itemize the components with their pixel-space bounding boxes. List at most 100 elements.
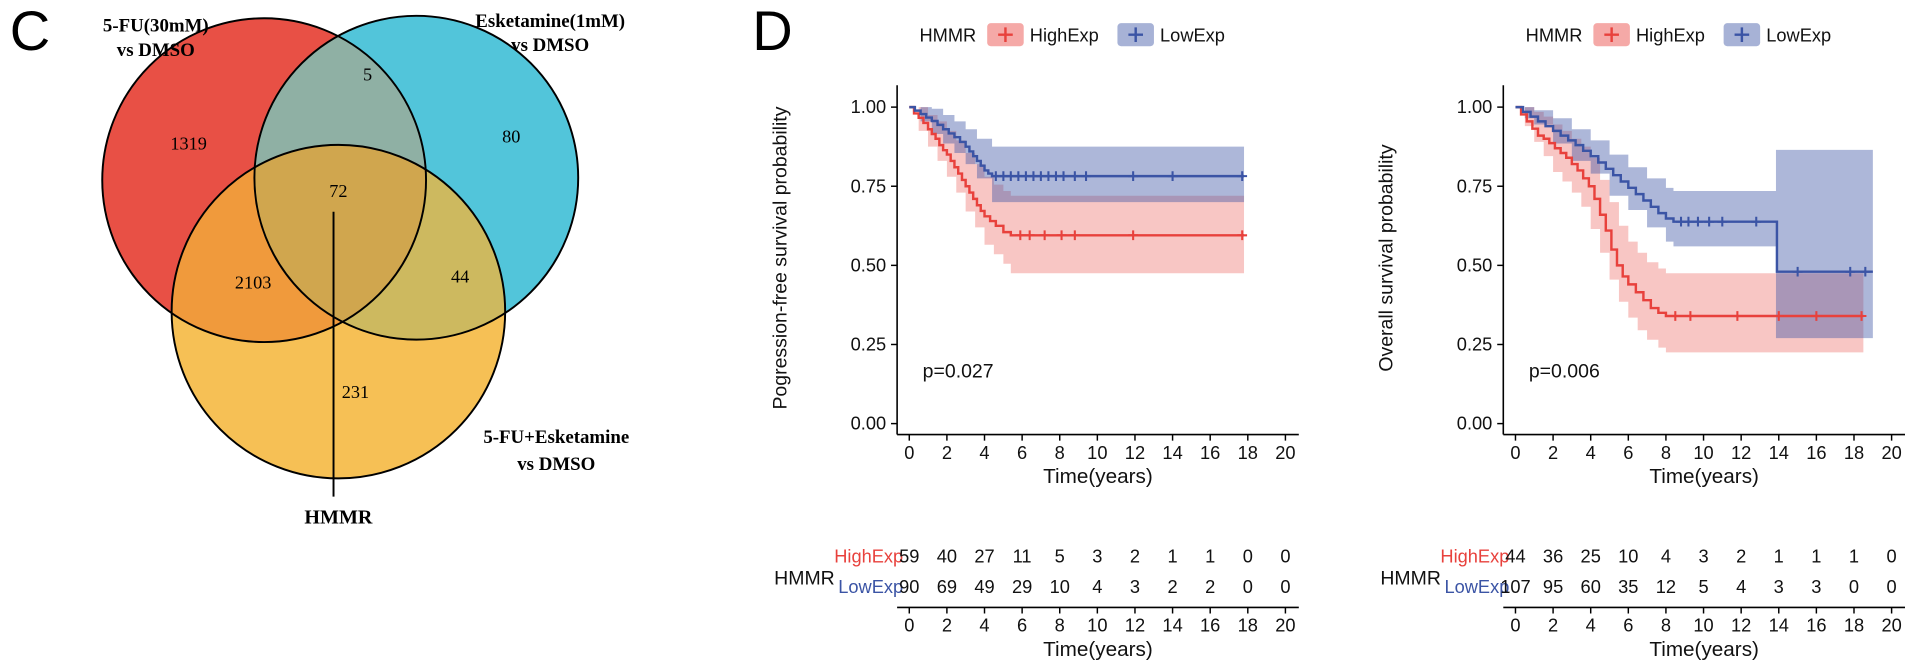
censor-mark-lowexp — [1069, 171, 1080, 182]
confidence-band-highexp — [909, 107, 1245, 274]
x-tick-label: 2 — [1548, 442, 1558, 463]
risk-count: 1 — [1167, 545, 1177, 566]
venn-set-a-label-line1: 5-FU(30mM) — [103, 16, 209, 37]
legend-cross-icon-lowexp — [1128, 27, 1143, 42]
censor-mark-lowexp — [1237, 171, 1248, 182]
risk-tick-label: 20 — [1881, 615, 1901, 636]
p-value-label: p=0.006 — [1529, 360, 1600, 382]
censor-mark-lowexp — [1081, 171, 1091, 182]
risk-count: 95 — [1543, 576, 1563, 597]
venn-count-ac: 2103 — [235, 272, 272, 292]
venn-set-c-outline — [170, 143, 507, 480]
risk-count: 0 — [1280, 576, 1290, 597]
venn-count-b-only: 80 — [502, 126, 520, 146]
y-tick-label: 0.25 — [851, 334, 887, 355]
risk-count: 90 — [899, 576, 919, 597]
risk-tick-label: 8 — [1055, 615, 1065, 636]
legend-label-highexp: HighExp — [1030, 24, 1099, 45]
censor-mark-lowexp — [1717, 216, 1728, 227]
venn-count-a-only: 1319 — [170, 134, 207, 154]
risk-count: 10 — [1618, 545, 1638, 566]
risk-tick-label: 2 — [942, 615, 952, 636]
risk-count: 3 — [1811, 576, 1821, 597]
risk-count: 1 — [1811, 545, 1821, 566]
x-tick-label: 18 — [1844, 442, 1864, 463]
risk-count: 27 — [974, 545, 994, 566]
censor-mark-lowexp — [1792, 266, 1803, 277]
x-tick-label: 12 — [1125, 442, 1145, 463]
legend-title: HMMR — [1526, 24, 1583, 45]
risk-row-label-lowexp: LowExp — [1444, 576, 1509, 597]
survival-curve-lowexp — [1515, 105, 1873, 273]
censor-mark-lowexp — [1845, 266, 1856, 277]
risk-count: 2 — [1736, 545, 1746, 566]
venn-count-ab: 5 — [363, 64, 372, 84]
censor-mark-highexp — [1069, 230, 1080, 241]
risk-count: 3 — [1130, 576, 1140, 597]
censor-mark-highexp — [1039, 230, 1050, 241]
p-value-label: p=0.027 — [923, 360, 994, 382]
y-tick-label: 0.75 — [851, 175, 887, 196]
risk-count: 69 — [937, 576, 957, 597]
venn-count-abc: 72 — [329, 181, 347, 201]
y-tick-label: 0.00 — [1457, 413, 1493, 434]
risk-tick-label: 0 — [904, 615, 914, 636]
venn-set-a-label-line2: vs DMSO — [117, 40, 195, 61]
risk-tick-label: 18 — [1844, 615, 1864, 636]
venn-set-c-label-line1: 5-FU+Esketamine — [483, 427, 629, 448]
risk-count: 10 — [1050, 576, 1070, 597]
risk-row-label-highexp: HighExp — [1440, 545, 1509, 566]
risk-count: 29 — [1012, 576, 1032, 597]
y-tick-label: 0.75 — [1457, 175, 1493, 196]
x-tick-label: 16 — [1200, 442, 1220, 463]
x-tick-label: 10 — [1693, 442, 1713, 463]
risk-count: 36 — [1543, 545, 1563, 566]
risk-count: 59 — [899, 545, 919, 566]
x-tick-label: 8 — [1055, 442, 1065, 463]
risk-tick-label: 12 — [1125, 615, 1145, 636]
censor-mark-lowexp — [1704, 216, 1715, 227]
censor-mark-highexp — [1670, 311, 1681, 321]
risk-count: 0 — [1243, 545, 1253, 566]
risk-count: 44 — [1505, 545, 1525, 566]
censor-mark-highexp — [1856, 311, 1867, 321]
y-tick-label: 1.00 — [1457, 96, 1493, 117]
legend-label-lowexp: LowExp — [1766, 24, 1831, 45]
risk-count: 35 — [1618, 576, 1638, 597]
x-tick-label: 18 — [1238, 442, 1258, 463]
risk-tick-label: 4 — [1586, 615, 1596, 636]
venn-count-c-only: 231 — [342, 382, 369, 402]
risk-count: 0 — [1849, 576, 1859, 597]
censor-mark-lowexp — [1751, 216, 1762, 227]
risk-count: 60 — [1581, 576, 1601, 597]
risk-count: 2 — [1205, 576, 1215, 597]
risk-tick-label: 20 — [1275, 615, 1295, 636]
censor-mark-highexp — [1237, 230, 1248, 241]
x-tick-label: 8 — [1661, 442, 1671, 463]
survival-curve-highexp — [1515, 105, 1864, 318]
risk-count: 40 — [937, 545, 957, 566]
censor-mark-highexp — [1128, 230, 1139, 241]
legend-label-highexp: HighExp — [1636, 24, 1705, 45]
x-tick-label: 6 — [1623, 442, 1633, 463]
x-tick-label: 4 — [1586, 442, 1596, 463]
x-tick-label: 4 — [979, 442, 989, 463]
y-axis-title: Pogression-free survival probability — [769, 106, 791, 409]
risk-count: 1 — [1849, 545, 1859, 566]
x-tick-label: 12 — [1731, 442, 1751, 463]
confidence-band-lowexp — [909, 107, 1245, 203]
risk-count: 25 — [1581, 545, 1601, 566]
risk-tick-label: 0 — [1510, 615, 1520, 636]
legend-cross-icon-lowexp — [1734, 27, 1750, 42]
x-tick-label: 20 — [1275, 442, 1295, 463]
censor-mark-highexp — [1773, 311, 1784, 321]
risk-count: 0 — [1280, 545, 1290, 566]
venn-count-bc: 44 — [451, 266, 469, 286]
y-tick-label: 0.00 — [851, 413, 887, 434]
risk-count: 0 — [1243, 576, 1253, 597]
risk-count: 0 — [1887, 545, 1897, 566]
x-tick-label: 14 — [1769, 442, 1789, 463]
risk-count: 11 — [1013, 545, 1032, 566]
confidence-band-highexp — [1515, 107, 1864, 353]
